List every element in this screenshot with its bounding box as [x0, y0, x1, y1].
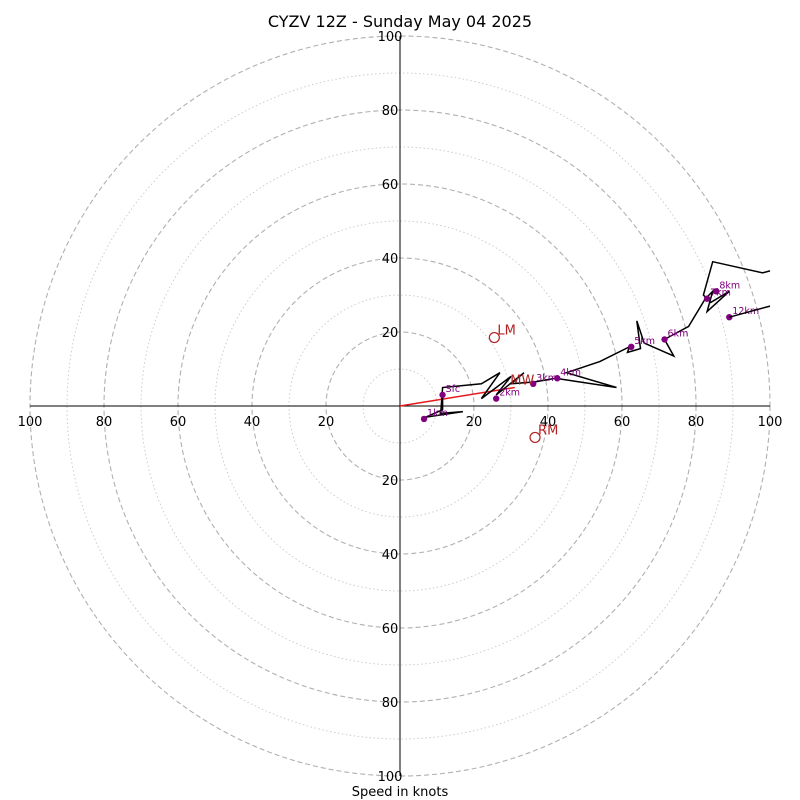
- y-tick-label: 40: [382, 548, 399, 563]
- y-tick-label: 60: [382, 178, 399, 193]
- storm-marker-label: MW: [510, 374, 534, 389]
- x-tick-label: 20: [466, 415, 483, 430]
- y-tick-label: 100: [378, 770, 403, 785]
- height-marker-dot: [703, 295, 711, 302]
- height-marker-dot: [493, 395, 500, 402]
- height-marker-label: 7km: [710, 288, 731, 299]
- height-marker-dot: [661, 336, 668, 343]
- x-tick-label: 80: [688, 415, 705, 430]
- x-tick-label: 100: [758, 415, 783, 430]
- chart-title: CYZV 12Z - Sunday May 04 2025: [268, 12, 532, 31]
- hodograph-trace: [425, 260, 771, 418]
- height-marker-dot: [713, 288, 720, 295]
- height-marker-dot: [439, 391, 446, 399]
- height-marker-label: Sfc: [446, 384, 461, 395]
- x-axis-label: Speed in knots: [352, 785, 449, 800]
- height-marker-label: 4km: [560, 367, 581, 378]
- upper-level-segment: [729, 305, 771, 318]
- x-tick-label: 100: [18, 415, 43, 430]
- storm-marker-circle: [488, 331, 500, 344]
- hodograph-line: [425, 260, 771, 418]
- height-marker-label: 2km: [499, 388, 520, 399]
- height-marker-label: 12km: [732, 306, 759, 317]
- height-marker-label: 6km: [668, 328, 689, 339]
- y-tick-label: 80: [382, 104, 399, 119]
- mean-wind-line: [399, 386, 515, 407]
- x-tick-label: 40: [244, 415, 261, 430]
- y-tick-label: 20: [382, 326, 399, 341]
- y-tick-label: 100: [378, 30, 403, 45]
- tick-labels: 100 80 60 40 20 20 40 60 80 100 100 80 60 40 20 20 40 60 8…: [18, 30, 783, 785]
- height-marker-label: 5km: [634, 336, 655, 347]
- y-tick-label: 80: [382, 696, 399, 711]
- y-tick-label: 20: [382, 474, 399, 489]
- height-marker-label: 1km: [427, 408, 448, 419]
- storm-motion-line: [399, 386, 515, 407]
- x-tick-label: 80: [96, 415, 113, 430]
- height-marker-label: 8km: [719, 280, 740, 291]
- storm-marker-label: RM: [538, 423, 558, 438]
- height-marker-dot: [530, 380, 537, 387]
- storm-marker-label: LM: [497, 324, 515, 339]
- x-tick-label: 40: [540, 415, 557, 430]
- storm-markers: LM RM MW: [488, 324, 558, 444]
- storm-marker-circle: [529, 431, 541, 444]
- y-tick-label: 60: [382, 622, 399, 637]
- y-tick-label: 40: [382, 252, 399, 267]
- x-tick-label: 60: [614, 415, 631, 430]
- x-tick-label: 20: [318, 415, 335, 430]
- height-marker-dot: [554, 375, 561, 382]
- height-marker-dot: [420, 415, 428, 423]
- x-tick-label: 60: [170, 415, 187, 430]
- height-marker-label: 3km: [536, 373, 557, 384]
- height-marker-dot: [628, 343, 635, 350]
